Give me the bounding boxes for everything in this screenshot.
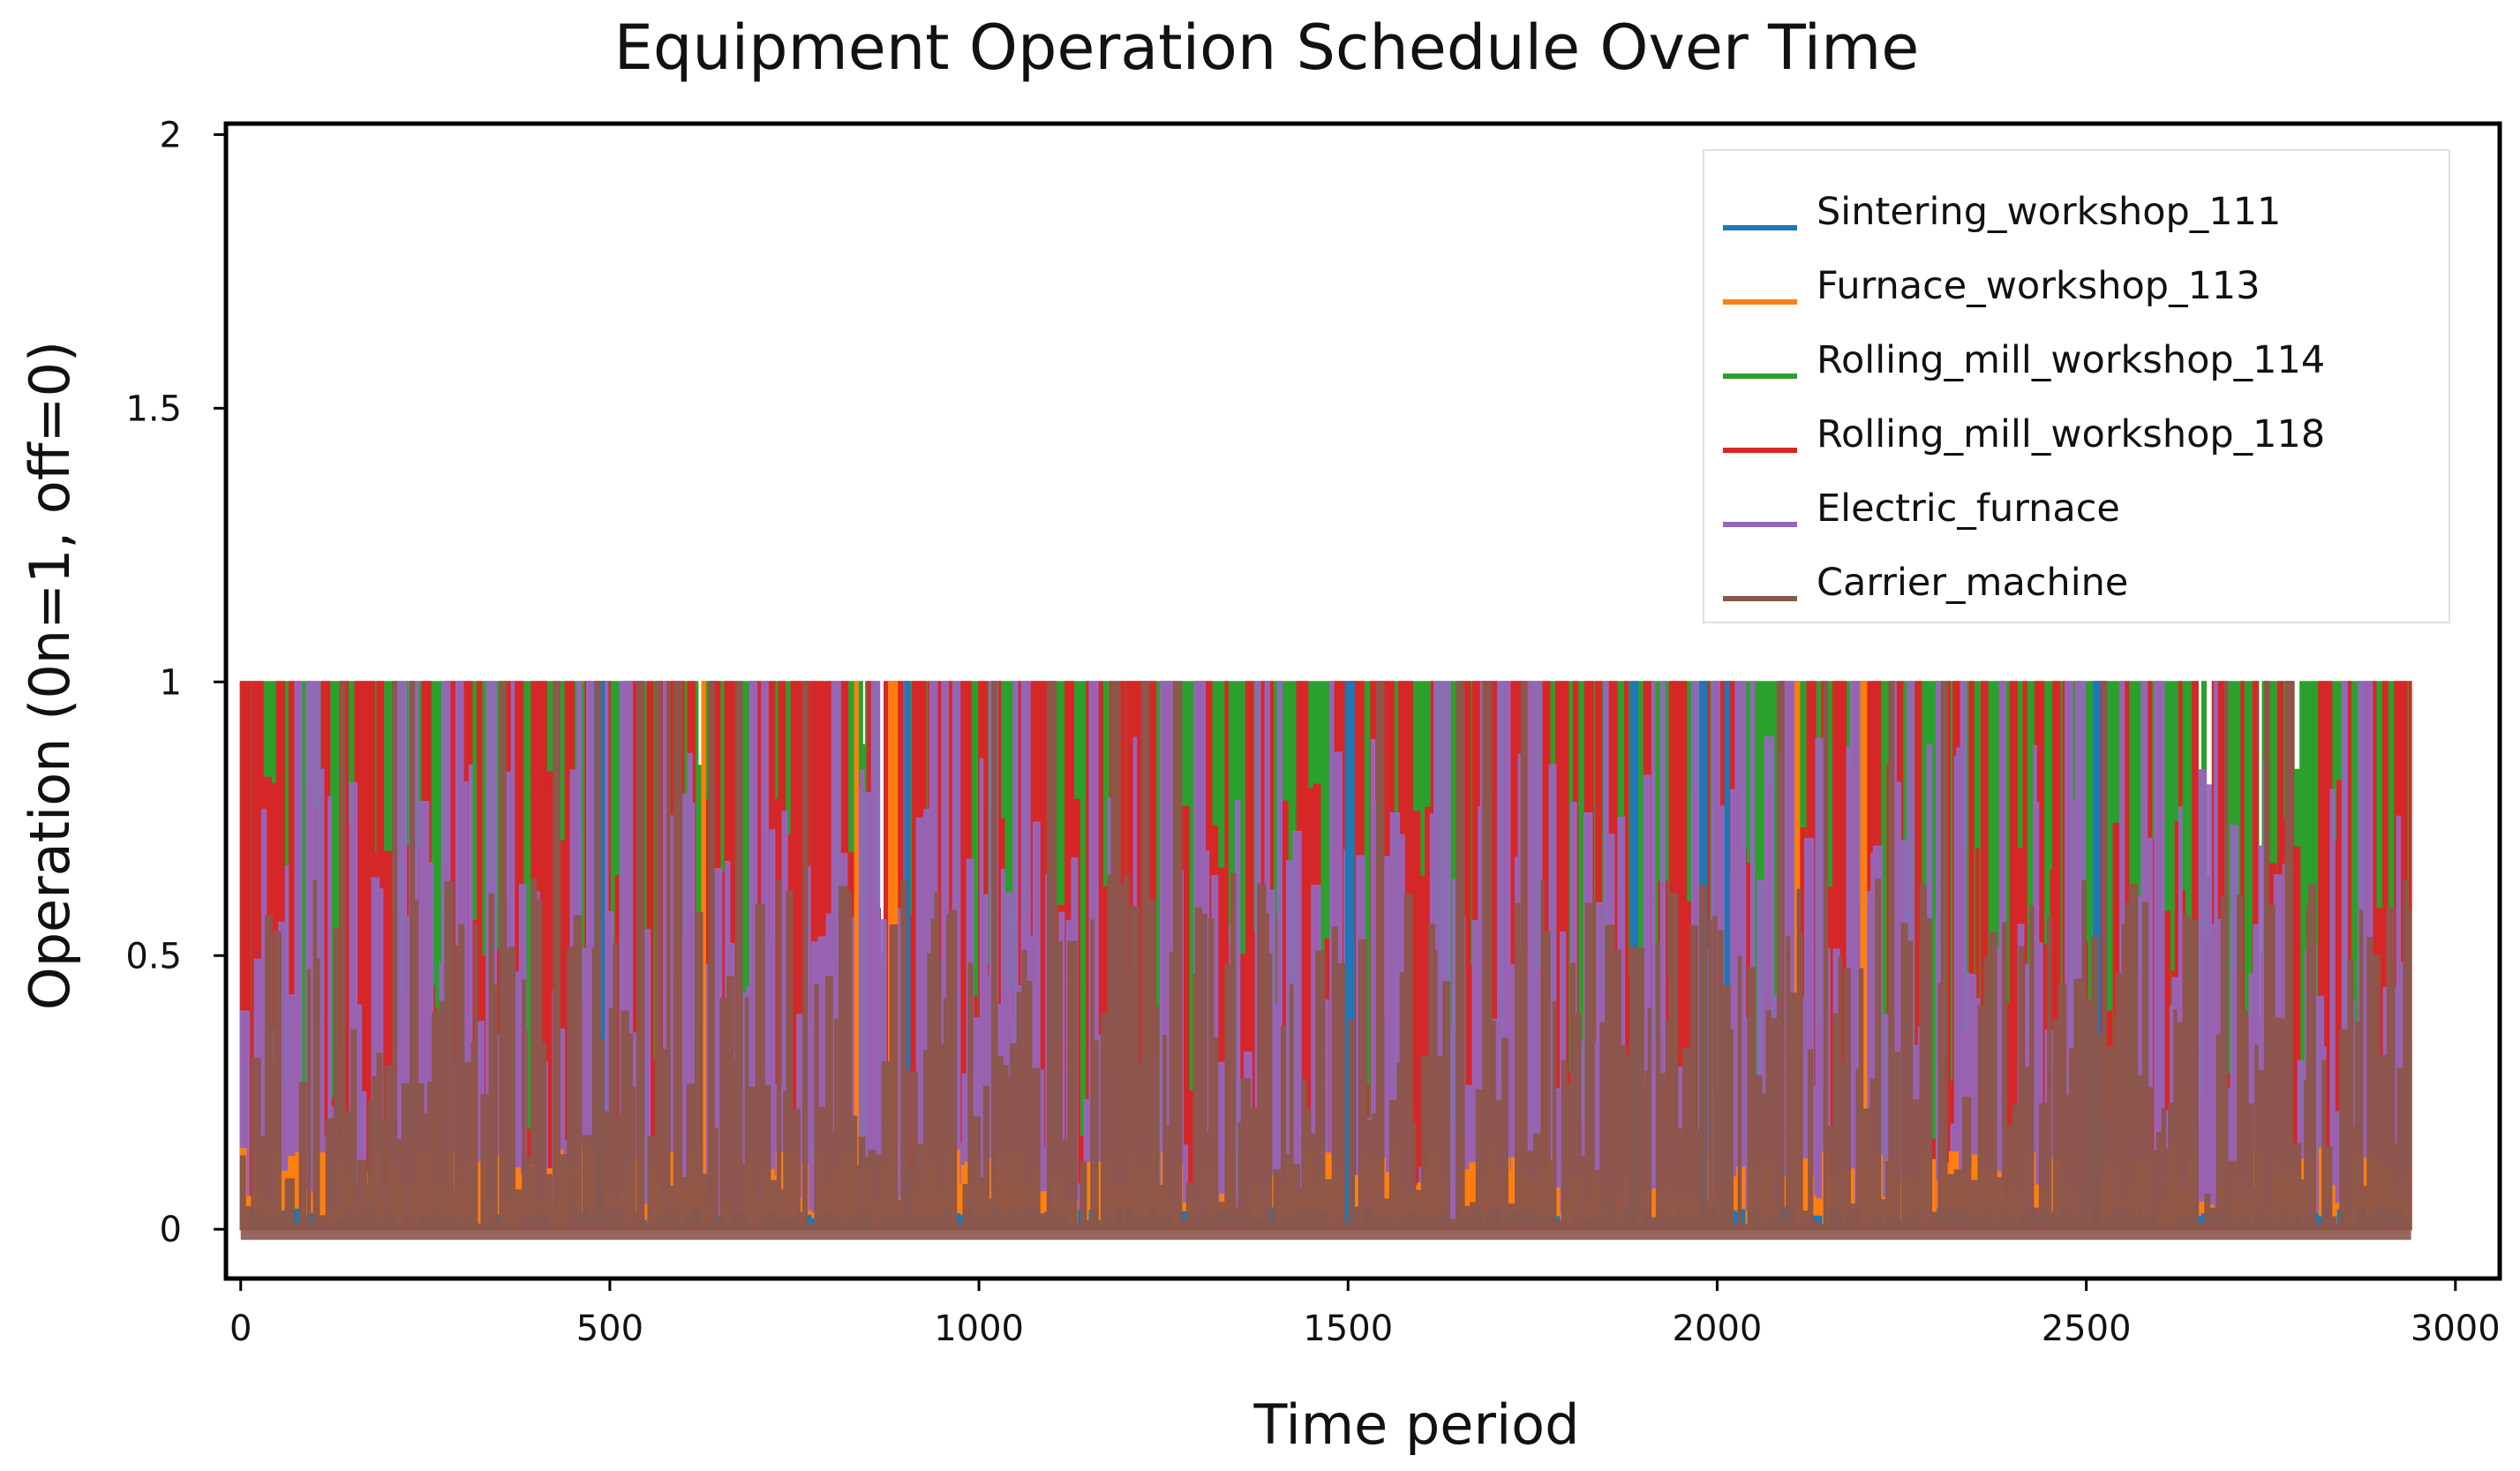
series-carrier-machine xyxy=(239,681,2412,1231)
y-tick-label: 2 xyxy=(160,115,182,155)
legend-label-sintering-workshop-111: Sintering_workshop_111 xyxy=(1817,190,2281,234)
x-tick-label: 2500 xyxy=(2042,1309,2132,1349)
legend-label-furnace-workshop-113: Furnace_workshop_113 xyxy=(1817,264,2260,308)
legend: Sintering_workshop_111 Furnace_workshop_1… xyxy=(1703,149,2450,623)
y-tick-label: 0.5 xyxy=(125,936,182,977)
x-tick-label: 2000 xyxy=(1673,1309,1763,1349)
x-tick-label: 3000 xyxy=(2411,1309,2501,1349)
x-tick-label: 1500 xyxy=(1303,1309,1393,1349)
plot-frame xyxy=(223,121,2502,1281)
zero-baseline-band xyxy=(240,1224,2411,1241)
legend-label-electric-furnace: Electric_furnace xyxy=(1817,487,2120,531)
y-tick-label: 0 xyxy=(160,1210,182,1250)
legend-label-rolling-mill-workshop-118: Rolling_mill_workshop_118 xyxy=(1817,412,2325,456)
legend-label-carrier-machine: Carrier_machine xyxy=(1817,561,2128,605)
axis-ticks: 0 500 1000 1500 2000 2500 3000 0 0.5 1 1.5 2 xyxy=(125,115,2500,1349)
legend-label-rolling-mill-workshop-114: Rolling_mill_workshop_114 xyxy=(1817,338,2325,382)
chart-title: Equipment Operation Schedule Over Time xyxy=(614,11,1920,84)
x-tick-label: 1000 xyxy=(934,1309,1024,1349)
x-tick-label: 500 xyxy=(576,1309,643,1349)
legend-box xyxy=(1703,149,2450,623)
plot-area xyxy=(239,681,2412,1241)
x-axis-label: Time period xyxy=(1253,1392,1580,1457)
y-tick-label: 1.5 xyxy=(125,388,182,429)
x-tick-label: 0 xyxy=(229,1309,252,1349)
y-axis-label: Operation (0n=1, off=0) xyxy=(18,341,82,1010)
y-tick-label: 1 xyxy=(160,662,182,703)
